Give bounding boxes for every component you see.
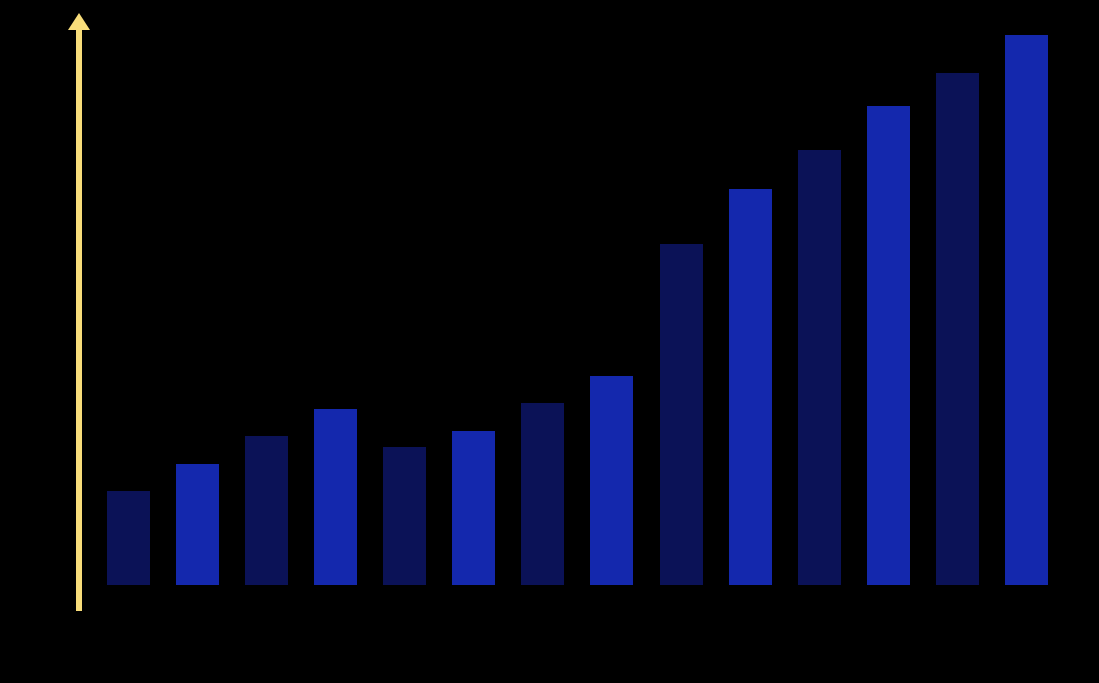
bar	[659, 244, 703, 585]
bar	[1004, 35, 1048, 585]
bar	[590, 376, 634, 585]
y-axis-arrow-head-icon	[68, 13, 90, 30]
bar	[728, 189, 772, 585]
bar	[797, 150, 841, 585]
bar	[935, 73, 979, 585]
bar	[107, 491, 150, 585]
y-axis-arrow-shaft	[76, 28, 82, 611]
bar	[452, 431, 496, 585]
bar	[521, 403, 565, 585]
bar	[314, 409, 358, 585]
bar	[383, 447, 427, 585]
bar	[245, 436, 289, 585]
bars-area	[107, 35, 1048, 585]
bar	[866, 106, 910, 585]
bar	[176, 464, 220, 585]
